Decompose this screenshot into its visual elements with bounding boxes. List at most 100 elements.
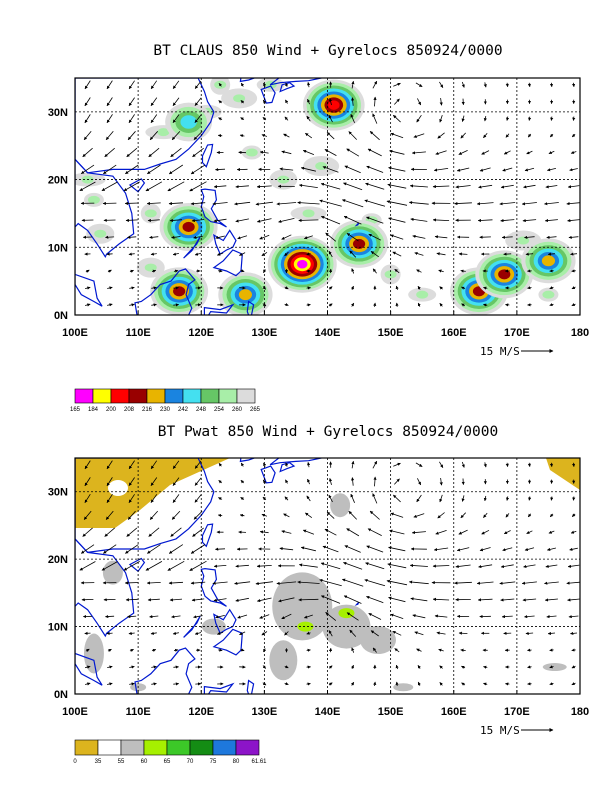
colorbar-label: 65 <box>164 759 171 765</box>
wind-vector <box>149 615 159 619</box>
wind-vector <box>349 629 357 637</box>
wind-vector <box>483 82 487 88</box>
wind-vector <box>328 114 333 123</box>
colorbar-label: 60 <box>141 759 148 765</box>
moisture-region <box>322 604 371 649</box>
wind-vector <box>388 596 406 603</box>
wind-vector <box>150 114 158 124</box>
colorbar-swatch <box>200 388 220 404</box>
wind-vector <box>149 235 159 239</box>
gridlines <box>75 458 580 694</box>
wind-vector <box>235 218 249 223</box>
wind-vector <box>461 461 465 468</box>
wind-vector <box>483 116 487 122</box>
wind-vector <box>570 631 578 635</box>
colorbar-label: 70 <box>187 759 194 765</box>
wind-vector <box>572 116 576 121</box>
coastline-palawan <box>183 616 201 638</box>
wind-vector <box>240 479 245 484</box>
wind-vector <box>240 82 245 87</box>
wind-vector <box>549 133 554 138</box>
wind-vector <box>146 581 161 585</box>
wind-vector <box>343 561 363 570</box>
coastline-asia <box>75 78 135 307</box>
coastline-honshu <box>269 458 323 466</box>
coastline-sulawesi <box>203 682 235 694</box>
wind-vector <box>546 547 556 551</box>
wind-vector <box>172 631 179 635</box>
colorbar-swatch <box>236 388 256 404</box>
wind-vector <box>549 513 554 518</box>
wind-vector <box>373 476 377 487</box>
colorbar-label: 184 <box>88 407 99 413</box>
wind-vector <box>500 184 514 189</box>
wind-vector <box>284 116 289 121</box>
colorbar-swatch <box>110 388 130 404</box>
wind-vector <box>106 80 113 90</box>
wind-vector <box>483 286 488 290</box>
wind-vector <box>80 544 95 554</box>
wind-vector <box>372 647 377 653</box>
wind-vector <box>394 98 400 105</box>
wind-vector <box>127 510 136 520</box>
wind-vector <box>481 529 490 535</box>
wind-vector <box>192 147 204 158</box>
wind-vector <box>303 235 313 240</box>
x-tick-label: 120E <box>188 706 214 718</box>
coastline-hainan <box>128 557 146 573</box>
wind-vector <box>393 114 401 123</box>
wind-vector <box>366 216 384 224</box>
wind-vector <box>417 98 422 106</box>
wind-vector <box>263 462 267 467</box>
wind-vector <box>171 131 181 141</box>
wind-vector <box>477 218 493 223</box>
wind-vector <box>283 133 290 138</box>
colorbar-swatch <box>189 739 214 756</box>
wind-vector <box>306 303 311 307</box>
wind-vector <box>129 286 135 290</box>
wind-vector <box>544 581 559 585</box>
wind-vector <box>455 564 471 569</box>
wind-vector <box>412 234 426 239</box>
cloud-patch <box>87 195 100 204</box>
wind-vector <box>525 631 534 635</box>
coastline-asia <box>75 458 135 686</box>
wind-vector <box>372 268 377 274</box>
wind-vector <box>125 218 138 222</box>
wind-vector <box>234 581 251 585</box>
wind-vector <box>85 665 91 669</box>
wind-vector <box>348 131 357 140</box>
wind-vector <box>284 665 289 669</box>
coastline-mindanao <box>212 628 243 656</box>
cloud-patch <box>315 162 328 171</box>
wind-vector <box>307 98 311 105</box>
wind-vector <box>343 215 362 225</box>
wind-vector <box>193 131 203 140</box>
wind-vector <box>190 202 206 206</box>
colorbar-label: 165 <box>70 407 81 413</box>
wind-vector <box>173 303 180 307</box>
wind-vector <box>369 131 380 141</box>
wind-vector <box>390 234 404 240</box>
wind-vector <box>351 647 355 653</box>
wind-vector <box>128 252 135 256</box>
wind-vector <box>439 303 443 307</box>
wind-vector <box>390 132 404 139</box>
wind-vector <box>213 218 227 223</box>
wind-vector <box>394 648 400 653</box>
cloud-patch <box>157 128 170 137</box>
colorbar-swatch <box>235 739 260 756</box>
wind-vector <box>150 477 158 486</box>
colorbar-swatch <box>164 388 184 404</box>
wind-vector <box>190 581 206 585</box>
wind-vector <box>501 235 513 239</box>
wind-vector <box>569 547 578 551</box>
wind-vector <box>123 181 140 192</box>
wind-vector <box>213 598 227 602</box>
wind-vector <box>128 494 135 503</box>
moist-core <box>297 621 314 632</box>
wind-vector <box>545 185 558 189</box>
wind-vector <box>503 252 512 256</box>
wind-vector <box>522 218 537 223</box>
